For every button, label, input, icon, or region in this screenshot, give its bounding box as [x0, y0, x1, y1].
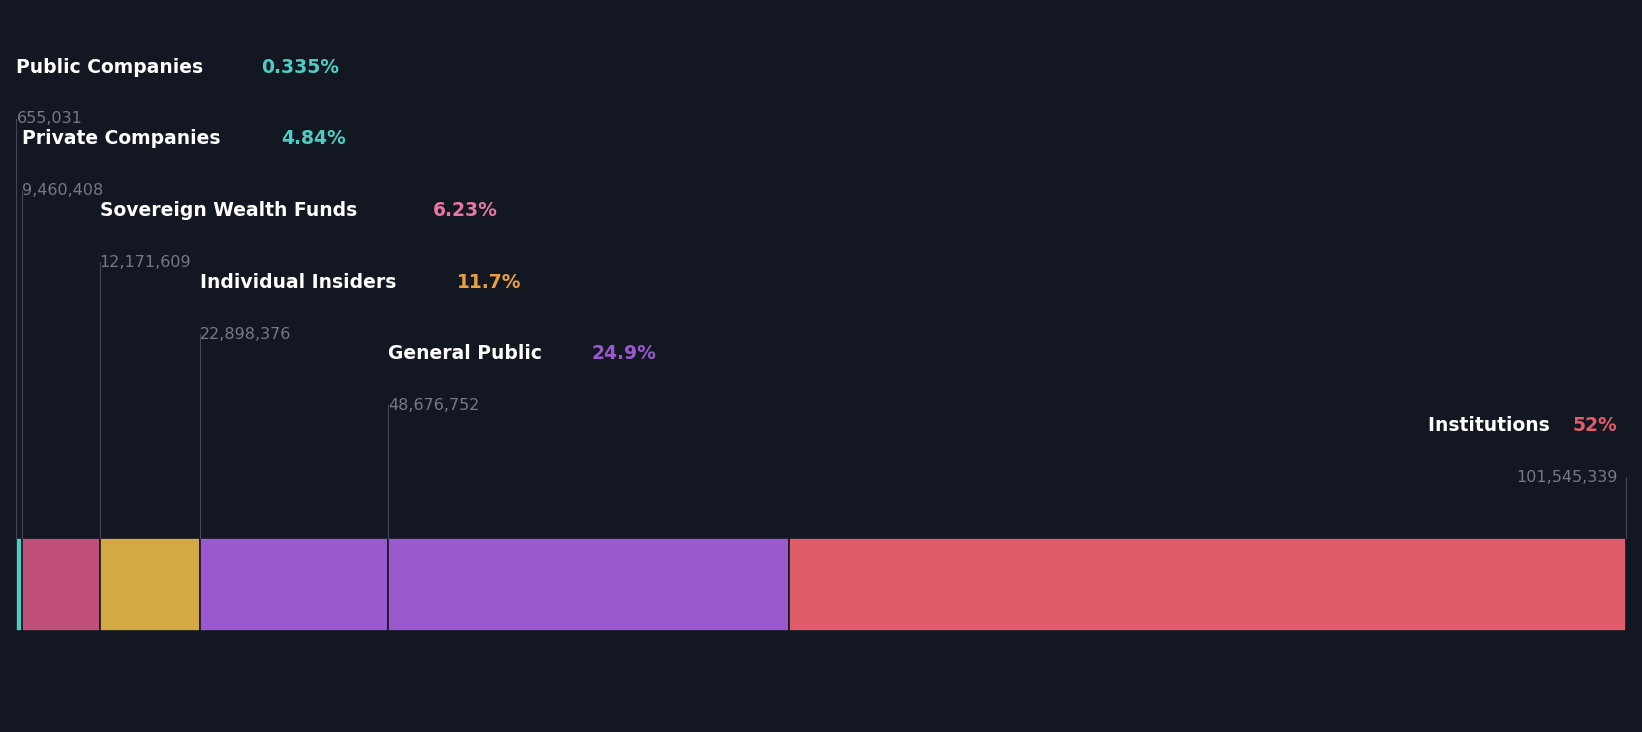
Text: 11.7%: 11.7%	[456, 273, 521, 292]
Text: 12,171,609: 12,171,609	[100, 255, 192, 270]
Text: 6.23%: 6.23%	[433, 201, 498, 220]
Text: 4.84%: 4.84%	[281, 130, 346, 149]
Text: 9,460,408: 9,460,408	[21, 183, 103, 198]
Text: Institutions: Institutions	[1429, 417, 1557, 436]
Text: 24.9%: 24.9%	[591, 345, 657, 364]
Text: 48,676,752: 48,676,752	[388, 398, 479, 414]
Bar	[788, 538, 1626, 632]
Bar	[200, 538, 388, 632]
Text: Sovereign Wealth Funds: Sovereign Wealth Funds	[100, 201, 363, 220]
Bar	[388, 538, 788, 632]
Text: General Public: General Public	[388, 345, 548, 364]
Bar	[21, 538, 100, 632]
Text: Individual Insiders: Individual Insiders	[200, 273, 402, 292]
Text: 0.335%: 0.335%	[261, 58, 340, 77]
Text: Private Companies: Private Companies	[21, 130, 227, 149]
Text: 22,898,376: 22,898,376	[200, 326, 291, 342]
Text: 655,031: 655,031	[16, 111, 82, 127]
Bar	[16, 538, 21, 632]
Text: 101,545,339: 101,545,339	[1516, 470, 1617, 485]
Text: 52%: 52%	[1573, 417, 1617, 436]
Text: Public Companies: Public Companies	[16, 58, 210, 77]
Bar	[100, 538, 200, 632]
